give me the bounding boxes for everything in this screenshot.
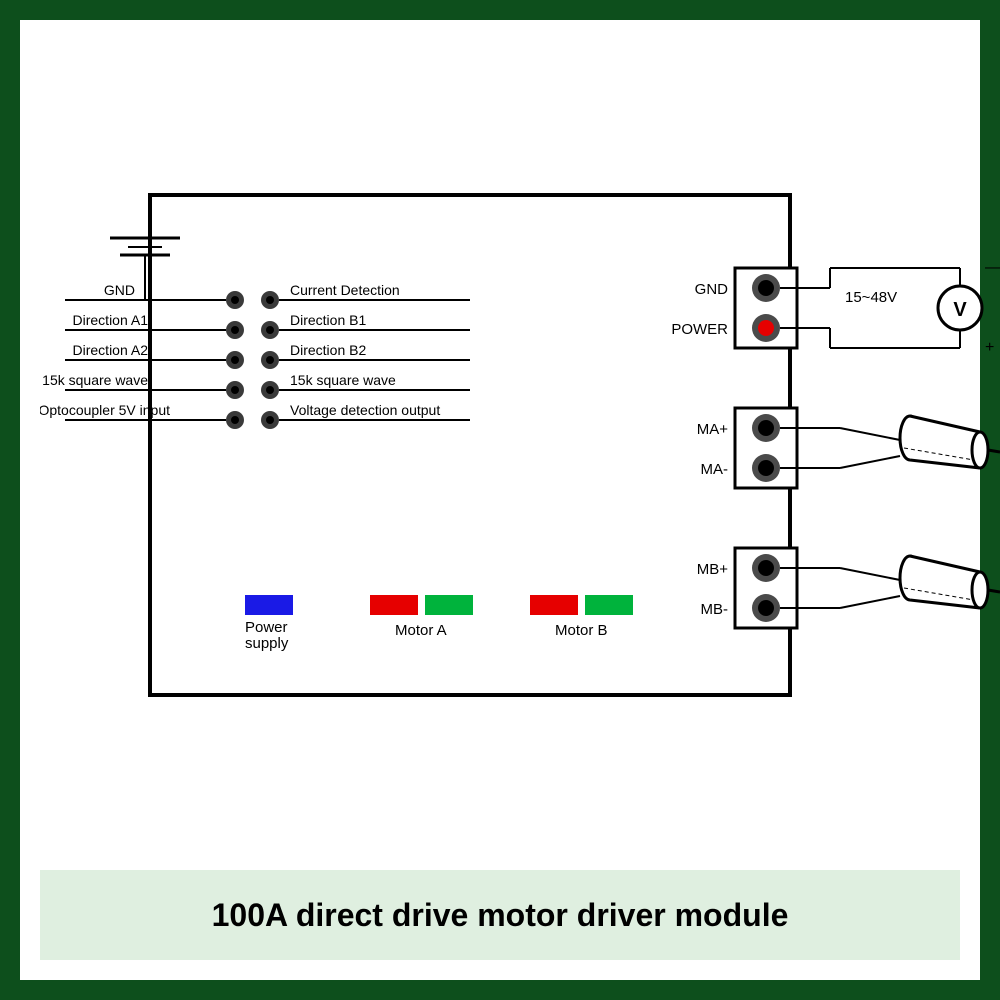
led-label-power2: supply	[245, 635, 289, 652]
voltage-plus: +	[985, 339, 994, 356]
ground-symbol	[110, 238, 180, 255]
voltage-minus: —	[985, 259, 1000, 276]
label-current-det: Current Detection	[290, 282, 400, 298]
motor-b-symbol	[780, 556, 1000, 608]
led-row	[245, 595, 633, 615]
left-pin-header	[65, 238, 470, 429]
svg-text:V: V	[953, 299, 967, 321]
label-term-mb-minus: MB-	[701, 601, 729, 618]
diagram-area: GND Direction A1 Direction A2 15k square…	[40, 40, 960, 870]
label-15k-left: 15k square wave	[42, 372, 148, 388]
label-term-ma-minus: MA-	[701, 461, 729, 478]
terminal-blocks: GND POWER MA+ MA- MB+ MB-	[671, 268, 797, 628]
led-label-motor-a: Motor A	[395, 622, 447, 639]
led-motor-a-green	[425, 595, 473, 615]
voltage-label: 15~48V	[845, 289, 897, 306]
label-dir-b2: Direction B2	[290, 342, 366, 358]
motor-a-symbol	[780, 416, 1000, 468]
led-power-blue	[245, 595, 293, 615]
title-bar: 100A direct drive motor driver module	[40, 870, 960, 960]
title-text: 100A direct drive motor driver module	[212, 897, 789, 934]
voltage-source: V — + 15~48V	[780, 259, 1000, 356]
label-vdet-out: Voltage detection output	[290, 402, 440, 418]
label-opto-5v: Optocoupler 5V input	[40, 402, 170, 418]
led-motor-b-red	[530, 595, 578, 615]
label-dir-b1: Direction B1	[290, 312, 366, 328]
led-motor-a-red	[370, 595, 418, 615]
label-term-ma-plus: MA+	[697, 421, 729, 438]
label-15k-right: 15k square wave	[290, 372, 396, 388]
label-dir-a1: Direction A1	[73, 312, 149, 328]
label-term-power: POWER	[671, 321, 728, 338]
led-label-power1: Power	[245, 619, 288, 636]
diagram-svg: GND Direction A1 Direction A2 15k square…	[40, 40, 1000, 910]
led-motor-b-green	[585, 595, 633, 615]
label-term-gnd: GND	[695, 281, 729, 298]
label-term-mb-plus: MB+	[697, 561, 729, 578]
label-gnd-left: GND	[104, 282, 135, 298]
led-label-motor-b: Motor B	[555, 622, 608, 639]
label-dir-a2: Direction A2	[73, 342, 149, 358]
outer-frame: GND Direction A1 Direction A2 15k square…	[0, 0, 1000, 1000]
